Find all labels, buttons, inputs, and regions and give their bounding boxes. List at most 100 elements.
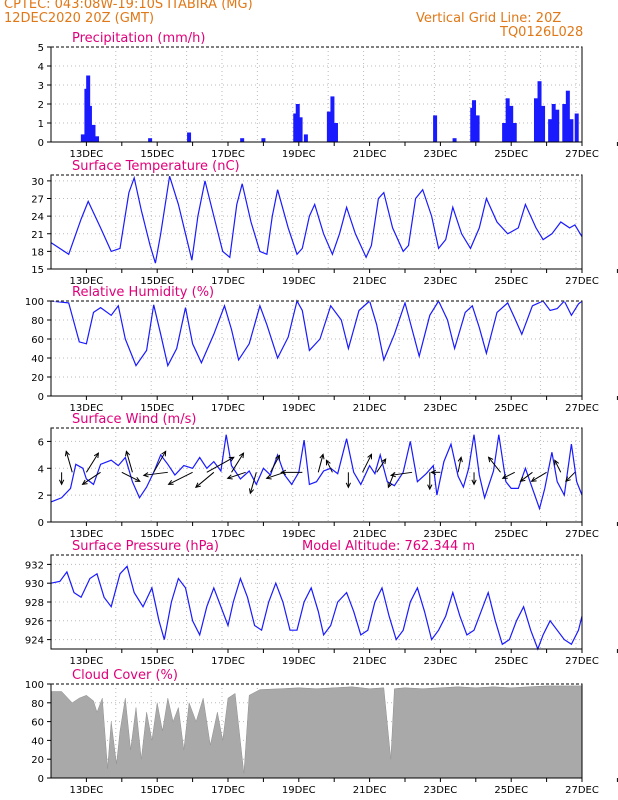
series-line: [50, 299, 583, 368]
wind-vector: [125, 451, 133, 473]
wind-vector: [317, 454, 324, 473]
x-tick-label: 13DEC: [70, 276, 104, 287]
x-tick-label: 17DEC: [211, 785, 245, 796]
wind-vector-head: [325, 459, 331, 466]
y-tick-label: 0: [38, 774, 44, 785]
x-tick-label: 25DEC: [494, 276, 528, 287]
wind-vector-head: [81, 479, 88, 485]
panel-title: Surface Pressure (hPa): [72, 539, 219, 554]
precip-bar: [533, 98, 538, 142]
wind-vector-head: [487, 456, 494, 463]
precip-bar: [91, 124, 96, 142]
y-tick-label: 21: [31, 230, 44, 241]
wind-vector: [391, 471, 413, 476]
panel-3: 0 20 40 60 80 100 13DEC 15DEC 17DEC 19DEC 21DEC 23D…: [25, 285, 618, 414]
wind-vector-head: [64, 450, 70, 457]
precip-bar: [555, 109, 560, 142]
x-tick-label: 21DEC: [353, 529, 387, 540]
y-tick-label: 20: [31, 373, 44, 384]
precip-bar: [512, 123, 517, 142]
wind-vector-head: [93, 452, 100, 459]
x-tick-label: 23DEC: [424, 403, 458, 414]
precip-bar: [475, 115, 480, 142]
wind-vector-head: [381, 458, 387, 465]
y-tick-label: 2: [38, 100, 44, 111]
x-tick-label: 23DEC: [424, 656, 458, 667]
x-tick-label: 13DEC: [70, 656, 104, 667]
y-tick-label: 20: [31, 755, 44, 766]
wind-vector: [143, 471, 168, 476]
y-tick-label: 15: [31, 265, 44, 276]
x-tick-label: 21DEC: [353, 149, 387, 160]
x-tick-label: 25DEC: [494, 149, 528, 160]
wind-vector-head: [501, 474, 508, 479]
precip-bar: [433, 115, 438, 142]
y-tick-label: 60: [31, 335, 44, 346]
wind-vector-head: [58, 479, 65, 486]
panel-1: 0 1 2 3 4 5 13DEC 15DEC 17DEC 19DEC 21DEC 23DEC 25DE…: [38, 31, 618, 160]
precip-bar: [541, 105, 546, 142]
wind-vector-head: [430, 469, 437, 475]
x-tick-label: 27DEC: [565, 785, 599, 796]
y-tick-label: 2: [38, 491, 44, 502]
wind-vector-head: [226, 474, 233, 480]
x-tick-label: 13DEC: [70, 149, 104, 160]
wind-vector: [195, 471, 215, 488]
x-tick-label: 17DEC: [211, 149, 245, 160]
y-tick-label: 6: [38, 437, 44, 448]
x-tick-label: 19DEC: [282, 276, 316, 287]
x-tick-label: 27DEC: [565, 149, 599, 160]
wind-vector: [231, 452, 244, 473]
y-tick-label: 1: [38, 119, 44, 130]
wind-vector-head: [194, 482, 201, 489]
y-tick-label: 4: [38, 464, 44, 475]
wind-vector-head: [387, 482, 393, 489]
wind-vector: [85, 452, 99, 473]
precip-bar: [298, 117, 303, 142]
precip-bar: [95, 136, 100, 142]
y-tick-label: 24: [31, 212, 44, 223]
x-tick-label: 23DEC: [424, 149, 458, 160]
x-tick-label: 15DEC: [140, 656, 174, 667]
y-tick-label: 3: [38, 81, 44, 92]
panel-title: Surface Temperature (nC): [72, 159, 240, 174]
wind-vector-head: [530, 476, 537, 482]
wind-vector: [325, 460, 333, 473]
x-tick-label: 27DEC: [565, 529, 599, 540]
header-station: CPTEC: 043:08W-19:10S ITABIRA (MG): [4, 0, 253, 12]
x-tick-label: 19DEC: [282, 529, 316, 540]
x-tick-label: 25DEC: [494, 785, 528, 796]
precip-bar: [80, 134, 85, 142]
x-tick-label: 27DEC: [565, 276, 599, 287]
y-tick-label: 4: [38, 62, 44, 73]
wind-vector: [168, 471, 193, 485]
wind-vector-head: [265, 474, 272, 480]
precip-bar: [240, 138, 245, 142]
y-tick-label: 30: [31, 177, 44, 188]
precip-bar: [333, 123, 338, 142]
wind-vector-head: [427, 484, 433, 491]
precip-bar: [565, 90, 570, 142]
series-line: [50, 434, 583, 511]
precip-bar: [261, 138, 266, 142]
series-line: [50, 565, 583, 651]
wind-vector: [266, 471, 285, 479]
wind-vector: [520, 471, 533, 482]
wind-vector: [531, 471, 547, 482]
x-tick-label: 21DEC: [353, 656, 387, 667]
panel-2: 15 18 21 24 27 30 13DEC 15DEC 17DEC 19DEC 21DEC 23D…: [31, 159, 618, 287]
panel-4: 0 2 4 6 13DEC 15DEC 17DEC 19DEC 21DEC 23DEC 25DEC 2…: [38, 412, 618, 540]
panel-frame: [50, 554, 583, 650]
precip-bar: [187, 132, 192, 142]
y-tick-label: 40: [31, 354, 44, 365]
precip-bar: [509, 105, 514, 142]
y-tick-label: 60: [31, 718, 44, 729]
x-tick-label: 27DEC: [565, 403, 599, 414]
wind-vector-head: [457, 456, 463, 463]
y-tick-label: 80: [31, 316, 44, 327]
x-tick-label: 13DEC: [70, 785, 104, 796]
header-model-id: TQ0126L028: [500, 25, 584, 40]
y-tick-label: 100: [25, 297, 44, 308]
precip-bar: [502, 123, 507, 142]
header-grid-note: Vertical Grid Line: 20Z: [416, 11, 562, 26]
